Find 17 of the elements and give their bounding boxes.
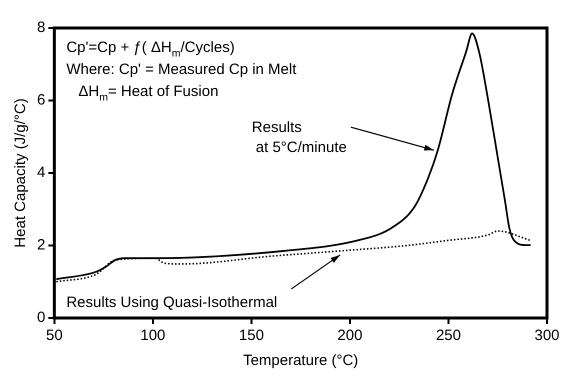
y-tick-label: 4 [37, 164, 46, 182]
x-axis-title: Temperature (°C) [243, 352, 358, 370]
x-tick-label: 150 [238, 327, 264, 344]
annotation: Where: Cp' = Measured Cp in Melt [66, 61, 298, 78]
x-tick-label: 300 [534, 327, 560, 344]
x-tick-label: 50 [46, 327, 63, 344]
y-axis-title: Heat Capacity (J/g/°C) [12, 98, 30, 248]
y-tick-label: 2 [37, 236, 46, 254]
y-tick-label: 6 [37, 92, 46, 109]
line-series [55, 32, 532, 280]
x-tick-label: 200 [337, 327, 362, 344]
y-tick-label: 8 [37, 19, 46, 36]
x-tick-label: 100 [140, 327, 166, 344]
y-tick-label: 0 [37, 309, 46, 326]
x-tick-label: 250 [436, 327, 461, 344]
annotation: Results at 5°C/minute [252, 119, 347, 156]
annotation: Results Using Quasi-Isothermal [66, 294, 278, 311]
